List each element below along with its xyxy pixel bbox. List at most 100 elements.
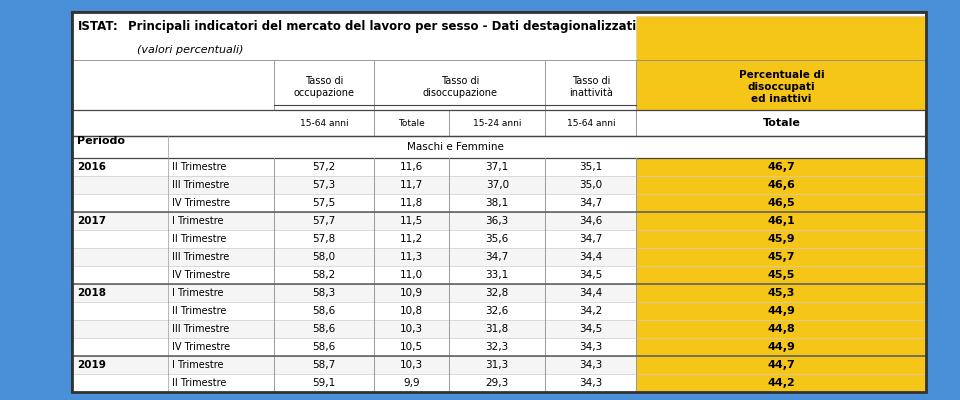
Text: 58,6: 58,6 — [312, 306, 336, 316]
Text: 34,6: 34,6 — [579, 216, 603, 226]
FancyBboxPatch shape — [636, 194, 926, 212]
FancyBboxPatch shape — [636, 266, 926, 284]
Text: 46,7: 46,7 — [768, 162, 795, 172]
Text: 10,3: 10,3 — [400, 360, 423, 370]
Text: 10,5: 10,5 — [400, 342, 423, 352]
Text: 35,0: 35,0 — [579, 180, 603, 190]
FancyBboxPatch shape — [636, 248, 926, 266]
FancyBboxPatch shape — [72, 230, 636, 248]
Text: 44,2: 44,2 — [768, 378, 795, 388]
Text: 57,5: 57,5 — [312, 198, 336, 208]
Text: 59,1: 59,1 — [312, 378, 336, 388]
FancyBboxPatch shape — [636, 16, 926, 110]
FancyBboxPatch shape — [72, 320, 636, 338]
Text: I Trimestre: I Trimestre — [172, 360, 224, 370]
FancyBboxPatch shape — [72, 302, 636, 320]
Text: II Trimestre: II Trimestre — [172, 306, 227, 316]
Text: 38,1: 38,1 — [486, 198, 509, 208]
Text: 10,3: 10,3 — [400, 324, 423, 334]
Text: 58,6: 58,6 — [312, 324, 336, 334]
Text: 32,3: 32,3 — [486, 342, 509, 352]
Text: 29,3: 29,3 — [486, 378, 509, 388]
FancyBboxPatch shape — [72, 158, 636, 176]
Text: 34,2: 34,2 — [579, 306, 603, 316]
Text: II Trimestre: II Trimestre — [172, 378, 227, 388]
Text: Maschi e Femmine: Maschi e Femmine — [407, 142, 503, 152]
Text: ISTAT:: ISTAT: — [78, 20, 118, 33]
Text: 11,7: 11,7 — [400, 180, 423, 190]
FancyBboxPatch shape — [636, 230, 926, 248]
Text: 44,9: 44,9 — [767, 342, 796, 352]
FancyBboxPatch shape — [636, 338, 926, 356]
FancyBboxPatch shape — [636, 320, 926, 338]
Text: IV Trimestre: IV Trimestre — [172, 270, 230, 280]
Text: IV Trimestre: IV Trimestre — [172, 198, 230, 208]
Text: 36,3: 36,3 — [486, 216, 509, 226]
FancyBboxPatch shape — [72, 212, 636, 230]
FancyBboxPatch shape — [636, 176, 926, 194]
Text: 58,2: 58,2 — [312, 270, 336, 280]
FancyBboxPatch shape — [636, 374, 926, 392]
Text: 2016: 2016 — [77, 162, 106, 172]
Text: 32,8: 32,8 — [486, 288, 509, 298]
Text: 37,1: 37,1 — [486, 162, 509, 172]
Text: 11,0: 11,0 — [400, 270, 423, 280]
Text: 32,6: 32,6 — [486, 306, 509, 316]
FancyBboxPatch shape — [72, 284, 636, 302]
Text: 44,9: 44,9 — [767, 306, 796, 316]
Text: 57,7: 57,7 — [312, 216, 336, 226]
Text: 34,5: 34,5 — [579, 270, 603, 280]
Text: 44,7: 44,7 — [768, 360, 795, 370]
Text: 2017: 2017 — [77, 216, 106, 226]
FancyBboxPatch shape — [72, 248, 636, 266]
Text: II Trimestre: II Trimestre — [172, 234, 227, 244]
Text: 31,8: 31,8 — [486, 324, 509, 334]
Text: 46,1: 46,1 — [768, 216, 795, 226]
Text: 34,3: 34,3 — [579, 342, 603, 352]
Text: I Trimestre: I Trimestre — [172, 288, 224, 298]
Text: 34,5: 34,5 — [579, 324, 603, 334]
Text: 35,6: 35,6 — [486, 234, 509, 244]
Text: 57,3: 57,3 — [312, 180, 336, 190]
Text: 35,1: 35,1 — [579, 162, 603, 172]
Text: 58,3: 58,3 — [312, 288, 336, 298]
Text: 33,1: 33,1 — [486, 270, 509, 280]
Text: 10,8: 10,8 — [400, 306, 423, 316]
FancyBboxPatch shape — [72, 374, 636, 392]
Text: 45,7: 45,7 — [768, 252, 795, 262]
Text: 58,7: 58,7 — [312, 360, 336, 370]
Text: II Trimestre: II Trimestre — [172, 162, 227, 172]
Text: III Trimestre: III Trimestre — [172, 180, 229, 190]
Text: Tasso di
inattività: Tasso di inattività — [569, 76, 612, 98]
Text: (valori percentuali): (valori percentuali) — [137, 45, 244, 55]
FancyBboxPatch shape — [636, 212, 926, 230]
Text: I Trimestre: I Trimestre — [172, 216, 224, 226]
Text: IV Trimestre: IV Trimestre — [172, 342, 230, 352]
Text: 15-64 anni: 15-64 anni — [566, 118, 615, 128]
Text: 58,6: 58,6 — [312, 342, 336, 352]
Text: 34,3: 34,3 — [579, 360, 603, 370]
Text: 34,7: 34,7 — [486, 252, 509, 262]
Text: 46,6: 46,6 — [767, 180, 796, 190]
Text: 45,5: 45,5 — [768, 270, 795, 280]
Text: Tasso di
disoccupazione: Tasso di disoccupazione — [422, 76, 497, 98]
Text: Periodo: Periodo — [77, 136, 125, 146]
Text: 34,7: 34,7 — [579, 198, 603, 208]
Text: 45,3: 45,3 — [768, 288, 795, 298]
FancyBboxPatch shape — [72, 356, 636, 374]
Text: 2018: 2018 — [77, 288, 106, 298]
Text: 34,7: 34,7 — [579, 234, 603, 244]
Text: 34,3: 34,3 — [579, 378, 603, 388]
Text: Totale: Totale — [762, 118, 801, 128]
Text: Percentuale di
disoccupati
ed inattivi: Percentuale di disoccupati ed inattivi — [738, 70, 825, 104]
Text: 45,9: 45,9 — [768, 234, 795, 244]
Text: 11,6: 11,6 — [400, 162, 423, 172]
FancyBboxPatch shape — [72, 194, 636, 212]
FancyBboxPatch shape — [636, 356, 926, 374]
FancyBboxPatch shape — [72, 12, 926, 392]
Text: III Trimestre: III Trimestre — [172, 324, 229, 334]
Text: 10,9: 10,9 — [400, 288, 423, 298]
Text: 37,0: 37,0 — [486, 180, 509, 190]
Text: III Trimestre: III Trimestre — [172, 252, 229, 262]
Text: 15-64 anni: 15-64 anni — [300, 118, 348, 128]
